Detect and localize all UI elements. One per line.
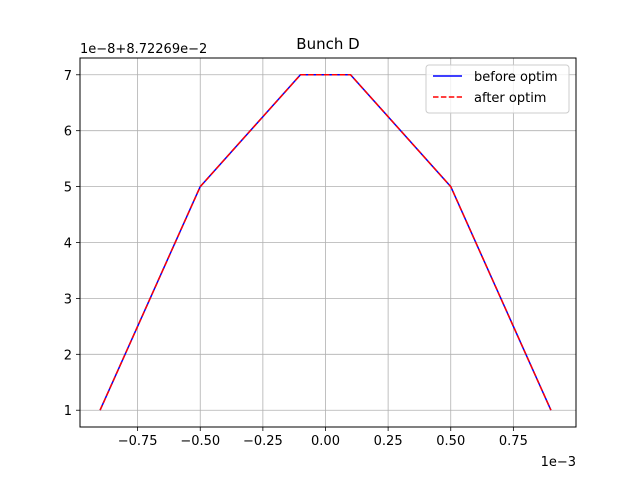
legend: before optim after optim (425, 64, 570, 114)
x-tick-label: −0.50 (180, 434, 220, 449)
y-axis-offset-text: 1e−8+8.72269e−2 (80, 42, 207, 57)
x-tick-label: −0.25 (243, 434, 283, 449)
axis-ticks: −0.75 −0.50 −0.25 0.00 0.25 0.50 0.75 1 2 3 4 5 6 7 (64, 69, 528, 449)
x-tick-label: 0.00 (311, 434, 340, 449)
y-tick-label: 7 (64, 69, 72, 84)
x-tick-label: −0.75 (118, 434, 158, 449)
series-lines (99, 74, 552, 411)
y-tick-label: 4 (64, 237, 72, 252)
y-tick-label: 3 (64, 292, 72, 307)
x-tick-label: 0.25 (374, 434, 403, 449)
y-tick-label: 5 (64, 181, 72, 196)
legend-box (425, 64, 570, 114)
series-line-after-optim (99, 74, 552, 411)
y-tick-label: 1 (64, 404, 72, 419)
x-axis-offset-text: 1e−3 (541, 455, 576, 470)
legend-label: before optim (474, 70, 558, 85)
chart-title: Bunch D (296, 35, 359, 53)
y-tick-label: 2 (64, 348, 72, 363)
x-tick-label: 0.50 (436, 434, 465, 449)
y-tick-label: 6 (64, 125, 72, 140)
legend-label: after optim (474, 91, 546, 106)
x-tick-label: 0.75 (499, 434, 528, 449)
